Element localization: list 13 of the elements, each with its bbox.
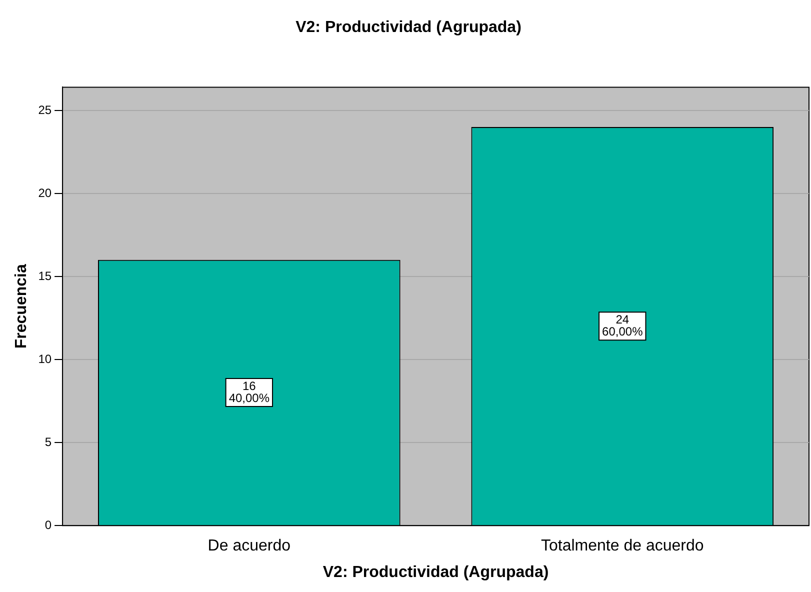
x-tick-label: De acuerdo [208,538,291,555]
y-axis-title: Frecuencia [13,264,30,349]
y-tick-label: 0 [44,518,52,532]
data-label: 16 40,00% [228,378,270,405]
x-axis-title: V2: Productividad (Agrupada) [322,564,549,581]
x-tick-label: Totalmente de acuerdo [540,538,704,555]
chart-title: V2: Productividad (Agrupada) [296,19,522,36]
y-tick-label: 20 [38,186,52,200]
data-label: 24 60,00% [602,312,644,338]
y-tick-label: 10 [38,352,52,366]
y-tick-label: 15 [38,268,52,283]
y-tick-label: 25 [38,102,52,117]
y-tick-label: 5 [44,434,52,449]
